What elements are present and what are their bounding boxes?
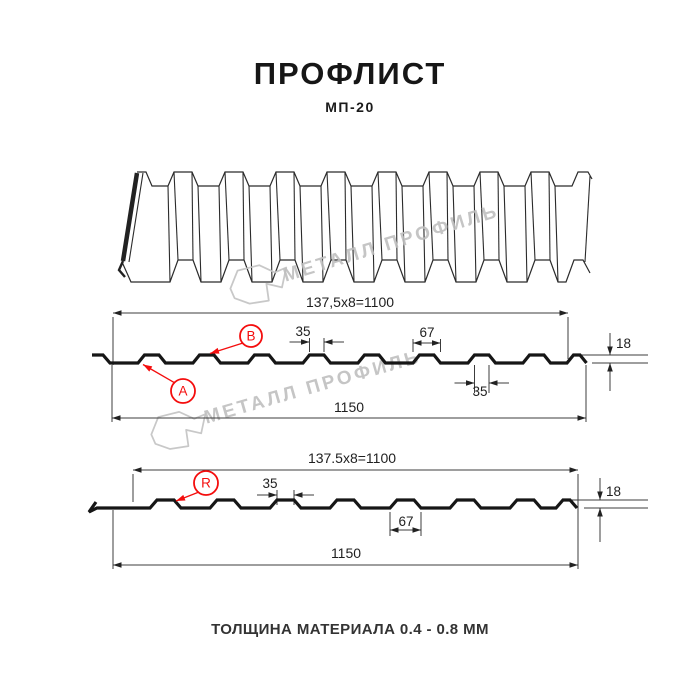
arrowhead [607, 346, 613, 355]
dim-label-35: 35 [262, 476, 277, 491]
arrowhead [559, 310, 568, 316]
rib-edge [428, 171, 434, 261]
rib-edge [422, 185, 426, 283]
rib-edge [218, 185, 222, 283]
arrowhead [597, 491, 603, 500]
arrowhead [569, 467, 578, 473]
side-a-label-letter: A [178, 384, 187, 399]
rib-edge [452, 185, 457, 283]
arrowhead [466, 380, 475, 386]
radius-label-circle [193, 470, 219, 496]
sheet-left-cap-inner [128, 172, 144, 263]
rib-edge [377, 171, 383, 261]
profile-cross-section-2 [87, 498, 579, 514]
arrowhead [133, 467, 142, 473]
arrowhead [294, 492, 303, 498]
rib-edge [446, 171, 449, 261]
rib-edge [395, 171, 398, 261]
rib-edge [197, 185, 202, 283]
rib-edge [503, 185, 508, 283]
sheet-right-edge [584, 175, 591, 263]
rib-edge [479, 171, 485, 261]
rib-edge [326, 171, 332, 261]
arrowhead [607, 363, 613, 372]
dim-label-18: 18 [606, 484, 621, 499]
arrowhead [577, 415, 586, 421]
page-title: ПРОФЛИСТ [253, 56, 447, 91]
arrowhead [390, 527, 399, 533]
side-b-label-circle [239, 324, 263, 348]
side-b-label-leader-arrow [210, 347, 220, 354]
arrowhead [569, 562, 578, 568]
rib-edge [269, 185, 273, 283]
profile-3d-view [117, 171, 593, 283]
rib-edge [167, 185, 171, 283]
dim-label-1100: 137,5x8=1100 [306, 295, 394, 310]
profile-cross-section-1 [92, 353, 588, 365]
sheet-left-curl [117, 260, 126, 278]
sheet-near-edge [121, 259, 591, 283]
sheet-left-cap [120, 172, 140, 262]
arrowhead [112, 415, 121, 421]
rib-edge [224, 171, 230, 261]
dim-label-1100: 137.5x8=1100 [308, 450, 396, 466]
watermark-logo-shape [229, 264, 288, 305]
watermark-logo-icon [150, 410, 207, 450]
rib-edge [350, 185, 355, 283]
rib-edge [320, 185, 324, 283]
rib-edge [497, 171, 500, 261]
dim-label-67: 67 [398, 514, 413, 529]
arrowhead [301, 339, 310, 345]
sheet-far-edge [137, 171, 593, 187]
dim-label-35-top: 35 [295, 324, 310, 339]
side-a-label-leader-arrow [143, 364, 153, 372]
rib-edge [293, 171, 296, 261]
profile-model-subtitle: МП-20 [325, 99, 375, 115]
rib-edge [554, 185, 559, 283]
arrowhead [597, 508, 603, 517]
watermark-logo-icon [229, 264, 288, 305]
rib-edge [248, 185, 253, 283]
arrowhead [412, 527, 421, 533]
dim-label-1150: 1150 [334, 399, 364, 415]
rib-edge [242, 171, 245, 261]
rib-edge [473, 185, 477, 283]
cross-section-drawing-1: 137,5x8=1100 1150 35 67 18 35 A B [92, 295, 648, 422]
rib-edge [530, 171, 536, 261]
dim-label-1150: 1150 [331, 545, 361, 561]
radius-label-letter: R [201, 476, 211, 491]
arrowhead [489, 380, 498, 386]
radius-label-leader-arrow [176, 494, 186, 501]
arrowhead [413, 340, 422, 346]
rib-edge [191, 171, 194, 261]
rib-edge [401, 185, 406, 283]
material-thickness-note: ТОЛЩИНА МАТЕРИАЛА 0.4 - 0.8 ММ [211, 621, 489, 638]
dim-label-18: 18 [616, 336, 631, 351]
side-b-label-letter: B [246, 329, 255, 344]
rib-edge [548, 171, 551, 261]
rib-edge [275, 171, 281, 261]
dim-label-35-bottom: 35 [472, 384, 487, 399]
rib-edge [173, 171, 179, 261]
side-a-label-circle [170, 378, 196, 404]
watermark-logo-shape [150, 410, 207, 450]
arrowhead [113, 310, 122, 316]
rib-edge [299, 185, 304, 283]
arrowhead [324, 339, 333, 345]
rib-edge [344, 171, 347, 261]
cross-section-drawing-2: 137.5x8=1100 1150 35 67 18 R [87, 450, 648, 569]
arrowhead [113, 562, 122, 568]
dim-label-67: 67 [419, 325, 434, 340]
arrowhead [268, 492, 277, 498]
rib-edge [371, 185, 375, 283]
arrowhead [432, 340, 441, 346]
rib-edge [524, 185, 528, 283]
